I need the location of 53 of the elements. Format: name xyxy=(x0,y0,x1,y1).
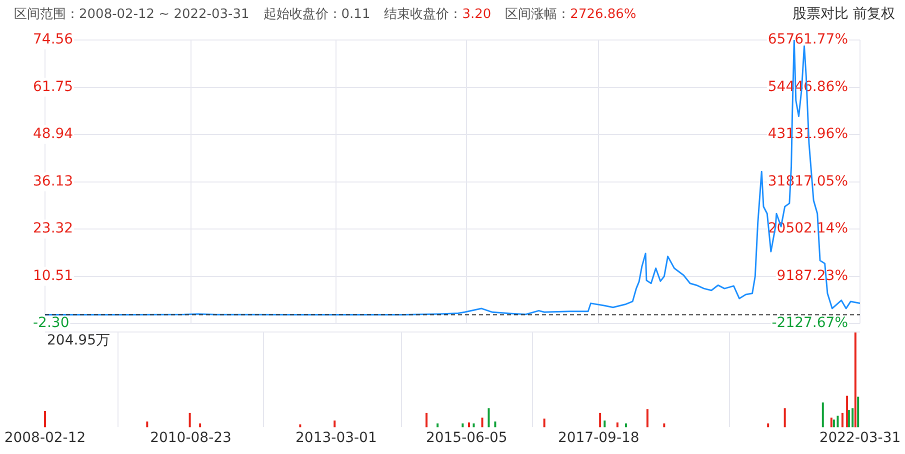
bar xyxy=(846,396,848,428)
text: 结束收盘价：3.20 xyxy=(384,7,492,22)
x-tick-label: 2008-02-12 xyxy=(4,430,86,446)
bar xyxy=(624,423,627,428)
bar xyxy=(822,402,824,428)
y-tick-label: 61.75 xyxy=(33,78,74,95)
bar xyxy=(468,422,470,428)
bar xyxy=(604,420,606,428)
y-tick-label: -2.30 xyxy=(33,315,70,332)
bar xyxy=(646,409,648,428)
bar xyxy=(188,412,191,428)
bar xyxy=(334,420,336,428)
bar xyxy=(481,418,484,428)
y2-tick-label: 65761.77% xyxy=(768,32,848,48)
bar xyxy=(832,420,835,428)
y-tick-label: 48.94 xyxy=(33,126,74,142)
x-tick-label: 2010-08-23 xyxy=(150,430,232,446)
text: 起始收盘价：0.11 xyxy=(263,7,370,22)
y-tick-label: 36.13 xyxy=(33,173,74,190)
bar xyxy=(44,411,46,428)
y-tick-label: 10.51 xyxy=(33,268,74,284)
bar xyxy=(854,332,856,428)
bar xyxy=(857,396,860,428)
bar xyxy=(663,423,666,428)
x-tick-label: 2013-03-01 xyxy=(296,430,377,446)
bar xyxy=(852,408,854,428)
bar xyxy=(848,410,850,428)
bar xyxy=(146,421,148,428)
y-tick-label: 74.56 xyxy=(33,32,74,48)
bar xyxy=(543,418,546,428)
text: 区间涨幅：2726.86% xyxy=(505,7,636,22)
x-tick-label: 2015-06-05 xyxy=(426,430,508,446)
bar xyxy=(599,412,602,428)
y2-tick-label: -2127.67% xyxy=(772,315,848,332)
bar xyxy=(426,412,428,428)
bar xyxy=(784,408,786,428)
text: 区间范围：2008-02-12 ~ 2022-03-31 xyxy=(14,7,250,22)
bar xyxy=(616,422,618,428)
bar xyxy=(494,421,496,428)
bar xyxy=(767,423,770,428)
bar xyxy=(841,412,844,428)
bar xyxy=(488,408,490,428)
y-tick-label: 23.32 xyxy=(33,220,74,237)
bar xyxy=(462,423,464,428)
bar xyxy=(472,423,475,428)
annotation: 204.95万 xyxy=(47,332,110,349)
bar xyxy=(199,423,202,428)
x-tick-label: 2017-09-18 xyxy=(558,430,640,446)
x-tick-label: 2022-03-31 xyxy=(819,430,901,446)
text: 股票对比 前复权 xyxy=(792,5,895,23)
bar xyxy=(436,423,439,428)
bar xyxy=(836,416,839,428)
bar xyxy=(830,418,832,428)
